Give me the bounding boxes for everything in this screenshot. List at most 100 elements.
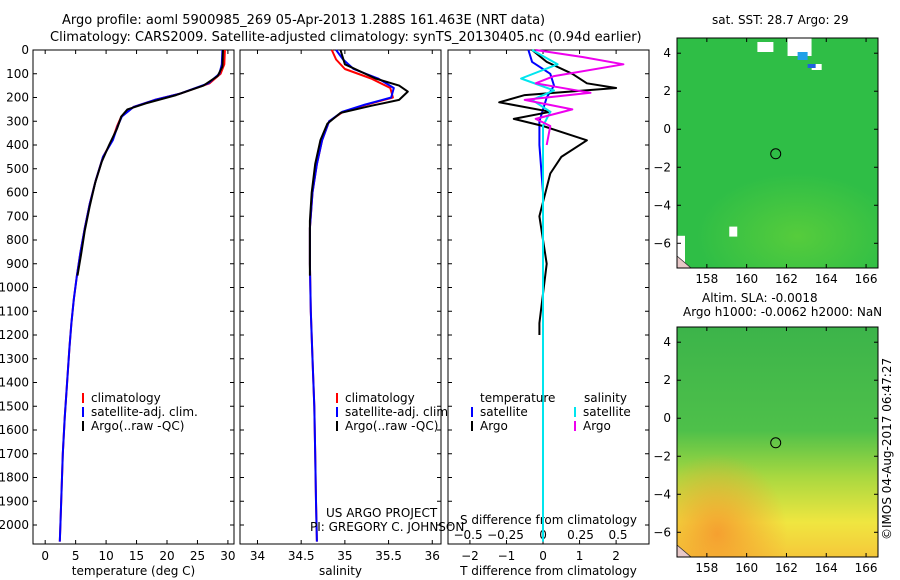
x-tick-label: 164 xyxy=(815,272,838,286)
legend-label: Argo xyxy=(583,419,611,433)
x-tick-label: 30 xyxy=(220,549,235,563)
series-line-magenta xyxy=(523,49,625,146)
y-tick-label: 4 xyxy=(663,46,671,60)
figure-title-line2: Climatology: CARS2009. Satellite-adjuste… xyxy=(50,30,642,45)
y-tick-label: −2 xyxy=(653,160,671,174)
cool-spot xyxy=(797,52,808,60)
y-tick-label: 2000 xyxy=(0,518,29,532)
x-tick-label: 2 xyxy=(612,549,620,563)
s-axis-label: S difference from climatology xyxy=(460,513,637,527)
argo-height-title: Argo h1000: -0.0062 h2000: NaN xyxy=(683,305,883,319)
cloud-gap xyxy=(677,235,685,268)
x-tick-label: 1 xyxy=(576,549,584,563)
x-tick-label: 160 xyxy=(735,561,758,575)
x-tick-label: 35.5 xyxy=(375,549,402,563)
x-tick-label: 20 xyxy=(159,549,174,563)
y-tick-label: −2 xyxy=(653,449,671,463)
y-tick-label: −6 xyxy=(653,236,671,250)
x-tick-label: 166 xyxy=(855,561,878,575)
cloud-gap xyxy=(729,226,738,237)
legend-label: Argo xyxy=(480,419,508,433)
map-sla_map: 158 160 162 164 166 −6 −4 −2 0 2 4 xyxy=(653,326,879,575)
map-frame xyxy=(676,326,879,558)
x-axis-label: salinity xyxy=(319,564,362,578)
y-tick-label: 4 xyxy=(663,335,671,349)
pi-credit: PI: GREGORY C. JOHNSON xyxy=(310,520,465,534)
imos-timestamp: ©IMOS 04-Aug-2017 06:47:27 xyxy=(880,357,894,540)
legend-label: satellite xyxy=(480,405,528,419)
legend-label: climatology xyxy=(91,391,161,405)
y-tick-label: 1200 xyxy=(0,328,29,342)
y-tick-label: 1000 xyxy=(0,281,29,295)
legend-label: satellite xyxy=(583,405,631,419)
argo-position-marker xyxy=(770,437,782,449)
y-tick-label: 1500 xyxy=(0,399,29,413)
y-tick-label: 400 xyxy=(6,138,29,152)
x-tick-label: 34 xyxy=(250,549,265,563)
figure-title-line1: Argo profile: aoml 5900985_269 05-Apr-20… xyxy=(62,13,546,28)
x-tick-label: 158 xyxy=(695,272,718,286)
plot-frame xyxy=(239,49,442,545)
y-tick-label: 2 xyxy=(663,84,671,98)
cloud-gap xyxy=(757,42,774,52)
y-tick-label: 1100 xyxy=(0,304,29,318)
y-tick-label: 500 xyxy=(6,162,29,176)
s-tick-label: −0.25 xyxy=(487,528,524,542)
y-tick-label: 1900 xyxy=(0,494,29,508)
y-tick-label: 900 xyxy=(6,257,29,271)
profile-panel-salinity: 34 34.5 35 35.5 36 salinity climatologysatelli… xyxy=(239,49,452,578)
legend-label: satellite-adj. clim. xyxy=(345,405,452,419)
series-line-black xyxy=(308,49,409,276)
profile-panel-temperature: 0100200300400500600700800900100011001200… xyxy=(0,43,236,578)
x-tick-label: 15 xyxy=(129,549,144,563)
map-frame xyxy=(676,37,879,269)
sst-map-title: sat. SST: 28.7 Argo: 29 xyxy=(712,13,849,27)
sla-map-title: Altim. SLA: -0.0018 xyxy=(702,291,818,305)
x-tick-label: −1 xyxy=(498,549,516,563)
x-tick-label: 160 xyxy=(735,272,758,286)
y-tick-label: 600 xyxy=(6,186,29,200)
plot-frame xyxy=(32,49,235,545)
cloud-gap xyxy=(811,64,822,70)
argo-position-marker xyxy=(770,148,782,160)
legend-label: Argo(..raw -QC) xyxy=(91,419,184,433)
y-tick-label: 1800 xyxy=(0,471,29,485)
series-line-cyan xyxy=(520,49,559,542)
project-credit: US ARGO PROJECT xyxy=(326,506,438,520)
x-tick-label: 166 xyxy=(855,272,878,286)
legend-title-temperature: temperature xyxy=(480,391,555,405)
sla-high-patch xyxy=(677,327,878,557)
legend-label: satellite-adj. clim. xyxy=(91,405,198,419)
y-tick-label: 1600 xyxy=(0,423,29,437)
x-tick-label: 25 xyxy=(190,549,205,563)
y-tick-label: 300 xyxy=(6,114,29,128)
x-axis-label: temperature (deg C) xyxy=(72,564,195,578)
map-sst_map: 158 160 162 164 166 −6 −4 −2 0 2 4 xyxy=(653,37,879,286)
x-tick-label: 10 xyxy=(98,549,113,563)
y-tick-label: 0 xyxy=(663,411,671,425)
x-tick-label: 0 xyxy=(41,549,49,563)
legend-label: climatology xyxy=(345,391,415,405)
y-tick-label: 1400 xyxy=(0,376,29,390)
y-tick-label: 0 xyxy=(663,122,671,136)
series-line-black xyxy=(498,49,618,335)
x-tick-label: 5 xyxy=(72,549,80,563)
legend-label: Argo(..raw -QC) xyxy=(345,419,438,433)
series-line-black xyxy=(76,49,224,276)
y-tick-label: 200 xyxy=(6,91,29,105)
cloud-gap xyxy=(787,38,812,56)
y-tick-label: −4 xyxy=(653,487,671,501)
y-tick-label: 1300 xyxy=(0,352,29,366)
x-tick-label: 158 xyxy=(695,561,718,575)
y-tick-label: 1700 xyxy=(0,447,29,461)
sst-warm-patch xyxy=(677,141,878,268)
s-tick-label: −0.5 xyxy=(453,528,482,542)
x-tick-label: 35 xyxy=(337,549,352,563)
x-tick-label: 162 xyxy=(775,272,798,286)
y-tick-label: −4 xyxy=(653,198,671,212)
y-tick-label: 700 xyxy=(6,209,29,223)
x-tick-label: 162 xyxy=(775,561,798,575)
legend-title-salinity: salinity xyxy=(584,391,627,405)
y-tick-label: 0 xyxy=(21,43,29,57)
